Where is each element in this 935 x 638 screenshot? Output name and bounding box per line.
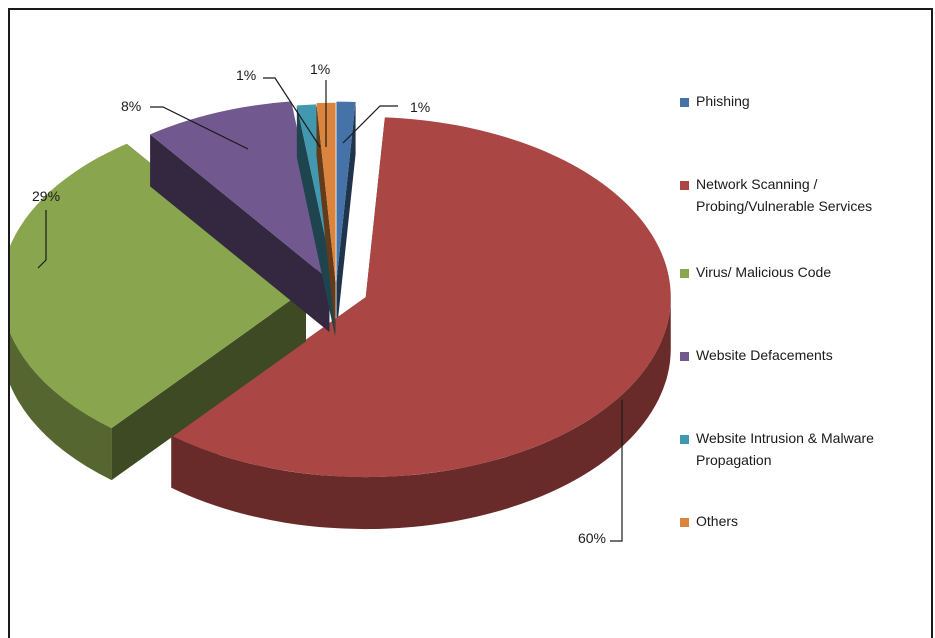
legend-item-website-intrusion-malware-propagation: Website Intrusion & Malware Propagation xyxy=(680,430,874,471)
legend-label: Website Defacements xyxy=(696,347,833,363)
chart-frame: 1% 60% 29% 8% 1% 1% Phishing Network Scanning … xyxy=(8,8,933,638)
data-label-virus-malicious-code: 29% xyxy=(32,188,60,204)
slice-top-virus-malicious-code xyxy=(10,143,307,429)
legend-swatch xyxy=(680,435,689,444)
legend-item-others: Others xyxy=(680,513,738,532)
data-label-others: 1% xyxy=(310,61,330,77)
leader-line xyxy=(150,106,249,150)
leader-line xyxy=(263,77,321,148)
data-label-network-scanning-probing-vulnerable-services: 60% xyxy=(578,530,606,546)
legend-label: Phishing xyxy=(696,93,750,109)
slice-top-phishing xyxy=(336,101,356,282)
leader-line xyxy=(37,210,47,269)
legend-label: Virus/ Malicious Code xyxy=(696,264,832,280)
legend-swatch xyxy=(680,518,689,527)
legend-item-virus-malicious-code: Virus/ Malicious Code xyxy=(680,264,831,283)
legend-item-phishing: Phishing xyxy=(680,93,750,112)
legend-swatch xyxy=(680,98,689,107)
legend-swatch xyxy=(680,181,689,190)
slice-network-scanning-probing-vulnerable-services xyxy=(171,117,671,530)
slice-phishing xyxy=(336,101,356,334)
legend-swatch xyxy=(680,269,689,278)
data-label-phishing: 1% xyxy=(410,99,430,115)
pie-chart: 1% 60% 29% 8% 1% 1% xyxy=(10,61,671,546)
data-label-website-intrusion-malware-propagation: 1% xyxy=(236,67,256,83)
legend-item-website-defacements: Website Defacements xyxy=(680,347,833,366)
legend-swatch xyxy=(680,352,689,361)
data-label-website-defacements: 8% xyxy=(121,98,141,114)
legend-label: Website Intrusion & Malware Propagation xyxy=(696,430,874,468)
legend-label: Network Scanning / Probing/Vulnerable Se… xyxy=(696,176,873,214)
slice-top-network-scanning-probing-vulnerable-services xyxy=(171,117,671,478)
slice-others xyxy=(316,102,336,335)
slice-top-website-defacements xyxy=(150,101,330,280)
legend-label: Others xyxy=(696,513,739,529)
slice-top-others xyxy=(316,102,336,283)
leader-line xyxy=(342,105,398,144)
legend-item-network-scanning-probing-vulnerable-services: Network Scanning / Probing/Vulnerable Se… xyxy=(680,176,872,217)
leader-line xyxy=(610,400,623,542)
